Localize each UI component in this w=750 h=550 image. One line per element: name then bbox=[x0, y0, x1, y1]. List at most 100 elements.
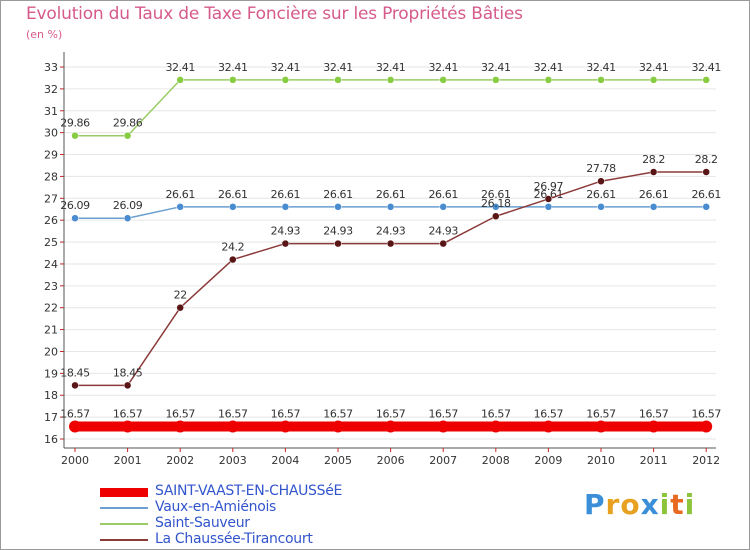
data-point bbox=[439, 203, 447, 211]
data-label: 26.61 bbox=[428, 188, 458, 201]
x-tick-label: 2005 bbox=[324, 454, 352, 467]
data-label: 26.61 bbox=[165, 188, 195, 201]
data-point bbox=[702, 168, 710, 176]
y-axis-unit-label: (en %) bbox=[26, 28, 63, 41]
legend-label-saint-vaast: SAINT-VAAST-EN-CHAUSSéE bbox=[155, 483, 343, 499]
logo-letter: P bbox=[584, 488, 606, 521]
data-label: 26.61 bbox=[534, 188, 564, 201]
logo-letter: t bbox=[670, 488, 685, 521]
data-point bbox=[649, 76, 658, 84]
y-tick-label: 27 bbox=[44, 192, 58, 205]
data-point bbox=[649, 203, 658, 211]
x-tick-label: 2002 bbox=[166, 454, 194, 467]
data-point bbox=[69, 420, 81, 433]
data-label: 16.57 bbox=[113, 408, 143, 421]
data-label: 32.41 bbox=[323, 61, 353, 74]
data-point bbox=[492, 76, 500, 84]
data-label: 28.2 bbox=[642, 153, 665, 166]
x-tick-label: 2012 bbox=[692, 454, 720, 467]
y-tick-label: 30 bbox=[44, 127, 58, 140]
data-point bbox=[439, 76, 447, 84]
legend-label-la-chaussee: La Chaussée-Tirancourt bbox=[155, 531, 313, 547]
data-point bbox=[386, 203, 395, 211]
data-point bbox=[544, 203, 553, 211]
data-label: 18.45 bbox=[60, 366, 90, 379]
logo-letter: x bbox=[640, 488, 660, 521]
data-point bbox=[597, 177, 605, 185]
data-label: 32.41 bbox=[218, 61, 248, 74]
y-tick-label: 23 bbox=[44, 280, 58, 293]
data-point bbox=[489, 420, 502, 433]
logo-letter: i bbox=[684, 488, 696, 521]
data-point bbox=[492, 212, 500, 220]
data-point bbox=[647, 420, 660, 433]
y-tick-label: 26 bbox=[44, 214, 58, 227]
data-label: 24.93 bbox=[428, 225, 458, 238]
x-tick-label: 2011 bbox=[640, 454, 668, 467]
data-label: 16.57 bbox=[271, 408, 301, 421]
x-tick-label: 2003 bbox=[219, 454, 247, 467]
logo-letter: i bbox=[659, 488, 671, 521]
data-point bbox=[649, 168, 658, 176]
data-label: 22 bbox=[174, 289, 187, 302]
data-point bbox=[597, 203, 605, 211]
data-label: 26.61 bbox=[323, 188, 353, 201]
data-point bbox=[121, 420, 134, 433]
legend-label-saint-sauveur: Saint-Sauveur bbox=[155, 515, 250, 531]
data-point bbox=[281, 203, 290, 211]
y-tick-label: 32 bbox=[44, 83, 58, 96]
chart-title: Evolution du Taux de Taxe Foncière sur l… bbox=[26, 4, 523, 24]
y-tick-label: 25 bbox=[44, 236, 58, 249]
legend-item-vaux: Vaux-en-Amiénois bbox=[100, 499, 430, 516]
data-label: 16.57 bbox=[376, 408, 406, 421]
data-label: 26.61 bbox=[639, 188, 669, 201]
data-point bbox=[174, 420, 187, 433]
data-label: 26.61 bbox=[691, 188, 721, 201]
y-tick-label: 19 bbox=[44, 367, 58, 380]
legend-swatch-la-chaussee bbox=[100, 539, 148, 541]
legend-item-la-chaussee: La Chaussée-Tirancourt bbox=[100, 531, 430, 548]
y-tick-label: 31 bbox=[44, 105, 58, 118]
data-label: 26.61 bbox=[376, 188, 406, 201]
x-tick-label: 2007 bbox=[429, 454, 457, 467]
data-point bbox=[281, 239, 290, 248]
data-label: 26.09 bbox=[113, 199, 143, 212]
x-tick-label: 2008 bbox=[482, 454, 510, 467]
data-label: 16.57 bbox=[428, 408, 458, 421]
data-label: 29.86 bbox=[60, 117, 90, 130]
x-tick-label: 2001 bbox=[114, 454, 142, 467]
data-label: 26.61 bbox=[271, 188, 301, 201]
data-label: 32.41 bbox=[165, 61, 195, 74]
chart-legend: SAINT-VAAST-EN-CHAUSSéE Vaux-en-Amiénois… bbox=[100, 483, 430, 548]
data-label: 18.45 bbox=[113, 366, 143, 379]
data-label: 32.41 bbox=[586, 61, 616, 74]
x-tick-label: 2004 bbox=[271, 454, 299, 467]
data-label: 32.41 bbox=[534, 61, 564, 74]
data-label: 26.18 bbox=[481, 197, 511, 210]
data-point bbox=[176, 76, 184, 84]
data-label: 26.61 bbox=[481, 188, 511, 201]
data-label: 27.78 bbox=[586, 162, 616, 175]
series-line-2 bbox=[75, 79, 707, 137]
data-label: 16.57 bbox=[323, 408, 353, 421]
legend-item-saint-sauveur: Saint-Sauveur bbox=[100, 515, 430, 532]
y-tick-label: 29 bbox=[44, 149, 58, 162]
data-label: 29.86 bbox=[113, 117, 143, 130]
data-label: 26.61 bbox=[586, 188, 616, 201]
legend-label-vaux: Vaux-en-Amiénois bbox=[155, 499, 277, 515]
data-label: 32.41 bbox=[639, 61, 669, 74]
data-label: 32.41 bbox=[428, 61, 458, 74]
logo-letter: r bbox=[605, 488, 621, 521]
data-point bbox=[279, 420, 292, 433]
data-point bbox=[334, 76, 342, 84]
y-tick-label: 28 bbox=[44, 170, 58, 183]
data-label: 16.57 bbox=[165, 408, 195, 421]
data-point bbox=[386, 239, 395, 248]
data-point bbox=[544, 76, 553, 84]
data-point bbox=[123, 214, 132, 222]
legend-swatch-saint-sauveur bbox=[100, 523, 148, 525]
data-label: 16.57 bbox=[60, 408, 90, 421]
data-point bbox=[439, 239, 447, 248]
data-point bbox=[702, 76, 710, 84]
